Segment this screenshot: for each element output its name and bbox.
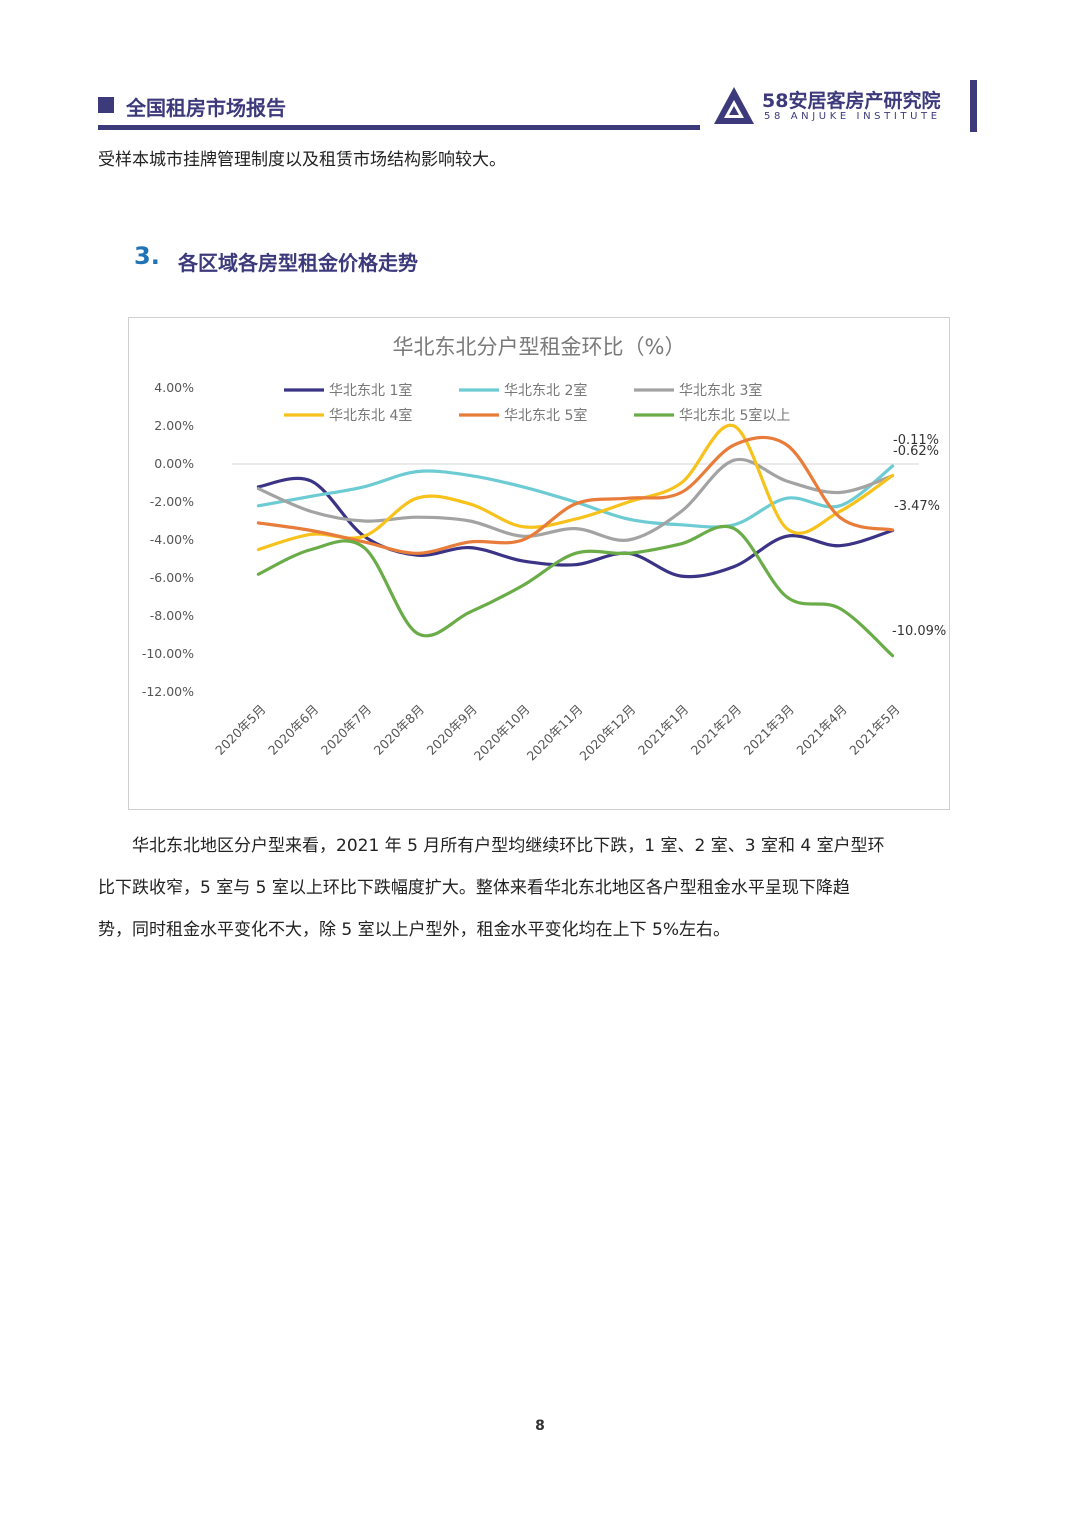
analysis-paragraph: 华北东北地区分户型来看，2021 年 5 月所有户型均继续环比下跌，1 室、2 … bbox=[98, 825, 986, 951]
logo-bar bbox=[970, 80, 977, 132]
x-tick-label: 2020年6月 bbox=[265, 702, 321, 758]
x-tick-label: 2020年9月 bbox=[424, 702, 480, 758]
data-annotation: -0.62% bbox=[893, 444, 939, 459]
data-annotation: -10.09% bbox=[892, 624, 946, 639]
series-line-6 bbox=[256, 524, 895, 658]
y-tick-label: -4.00% bbox=[150, 532, 194, 547]
x-tick-label: 2020年7月 bbox=[318, 702, 374, 758]
page-number: 8 bbox=[535, 1418, 545, 1434]
series-line-2 bbox=[256, 464, 895, 529]
legend-label: 华北东北 4室 bbox=[329, 407, 412, 424]
section-number: 3. bbox=[134, 242, 160, 270]
paragraph-line: 比下跌收窄，5 室与 5 室以上环比下跌幅度扩大。整体来看华北东北地区各户型租金… bbox=[98, 878, 850, 898]
x-tick-label: 2021年3月 bbox=[741, 702, 797, 758]
institute-logo: 58安居客房产研究院 58 ANJUKE INSTITUTE bbox=[712, 84, 972, 130]
y-tick-label: -6.00% bbox=[150, 570, 194, 585]
x-tick-label: 2021年4月 bbox=[793, 702, 849, 758]
legend-label: 华北东北 3室 bbox=[679, 382, 762, 399]
data-annotation: -0.11% bbox=[893, 433, 939, 448]
y-tick-label: 4.00% bbox=[154, 380, 194, 395]
y-tick-label: -2.00% bbox=[150, 494, 194, 509]
logo-name: 58安居客房产研究院 bbox=[762, 90, 941, 112]
x-tick-label: 2020年5月 bbox=[212, 702, 268, 758]
line-chart: 华北东北分户型租金环比（%） 4.00% 2.00% 0.00% -2.00% -4.00… bbox=[142, 335, 946, 764]
paragraph-line: 势，同时租金水平变化不大，除 5 室以上户型外，租金水平变化均在上下 5%左右。 bbox=[98, 920, 730, 940]
y-tick-label: 2.00% bbox=[154, 418, 194, 433]
section-title: 各区域各房型租金价格走势 bbox=[178, 251, 418, 275]
y-tick-label: -10.00% bbox=[142, 646, 194, 661]
paragraph-line: 华北东北地区分户型来看，2021 年 5 月所有户型均继续环比下跌，1 室、2 … bbox=[132, 836, 885, 856]
x-tick-label: 2021年5月 bbox=[846, 702, 902, 758]
legend-label: 华北东北 5室 bbox=[504, 407, 587, 424]
logo-subtitle: 58 ANJUKE INSTITUTE bbox=[764, 111, 941, 122]
header-square-icon bbox=[98, 97, 114, 113]
x-tick-label: 2020年12月 bbox=[576, 702, 638, 764]
report-title: 全国租房市场报告 bbox=[126, 96, 286, 120]
x-tick-label: 2021年2月 bbox=[688, 702, 744, 758]
series-line-3 bbox=[256, 457, 895, 542]
chart-title: 华北东北分户型租金环比（%） bbox=[393, 335, 686, 359]
triangle-logo-icon bbox=[714, 87, 754, 124]
legend-label: 华北东北 2室 bbox=[504, 382, 587, 399]
data-annotation: -3.47% bbox=[894, 499, 940, 514]
x-tick-label: 2021年1月 bbox=[635, 702, 691, 758]
series-line-4 bbox=[256, 423, 895, 552]
intro-text: 受样本城市挂牌管理制度以及租赁市场结构影响较大。 bbox=[98, 150, 506, 170]
chart-container: 华北东北分户型租金环比（%） 4.00% 2.00% 0.00% -2.00% -4.00… bbox=[128, 317, 950, 810]
legend-label: 华北东北 1室 bbox=[329, 382, 412, 399]
legend-label: 华北东北 5室以上 bbox=[679, 407, 790, 424]
series-line-5 bbox=[256, 435, 895, 555]
x-tick-label: 2020年11月 bbox=[524, 702, 586, 764]
y-tick-label: -8.00% bbox=[150, 608, 194, 623]
x-tick-label: 2020年8月 bbox=[371, 702, 427, 758]
y-tick-label: 0.00% bbox=[154, 456, 194, 471]
x-tick-label: 2020年10月 bbox=[471, 702, 533, 764]
header-divider bbox=[98, 125, 700, 130]
y-tick-label: -12.00% bbox=[142, 684, 194, 699]
